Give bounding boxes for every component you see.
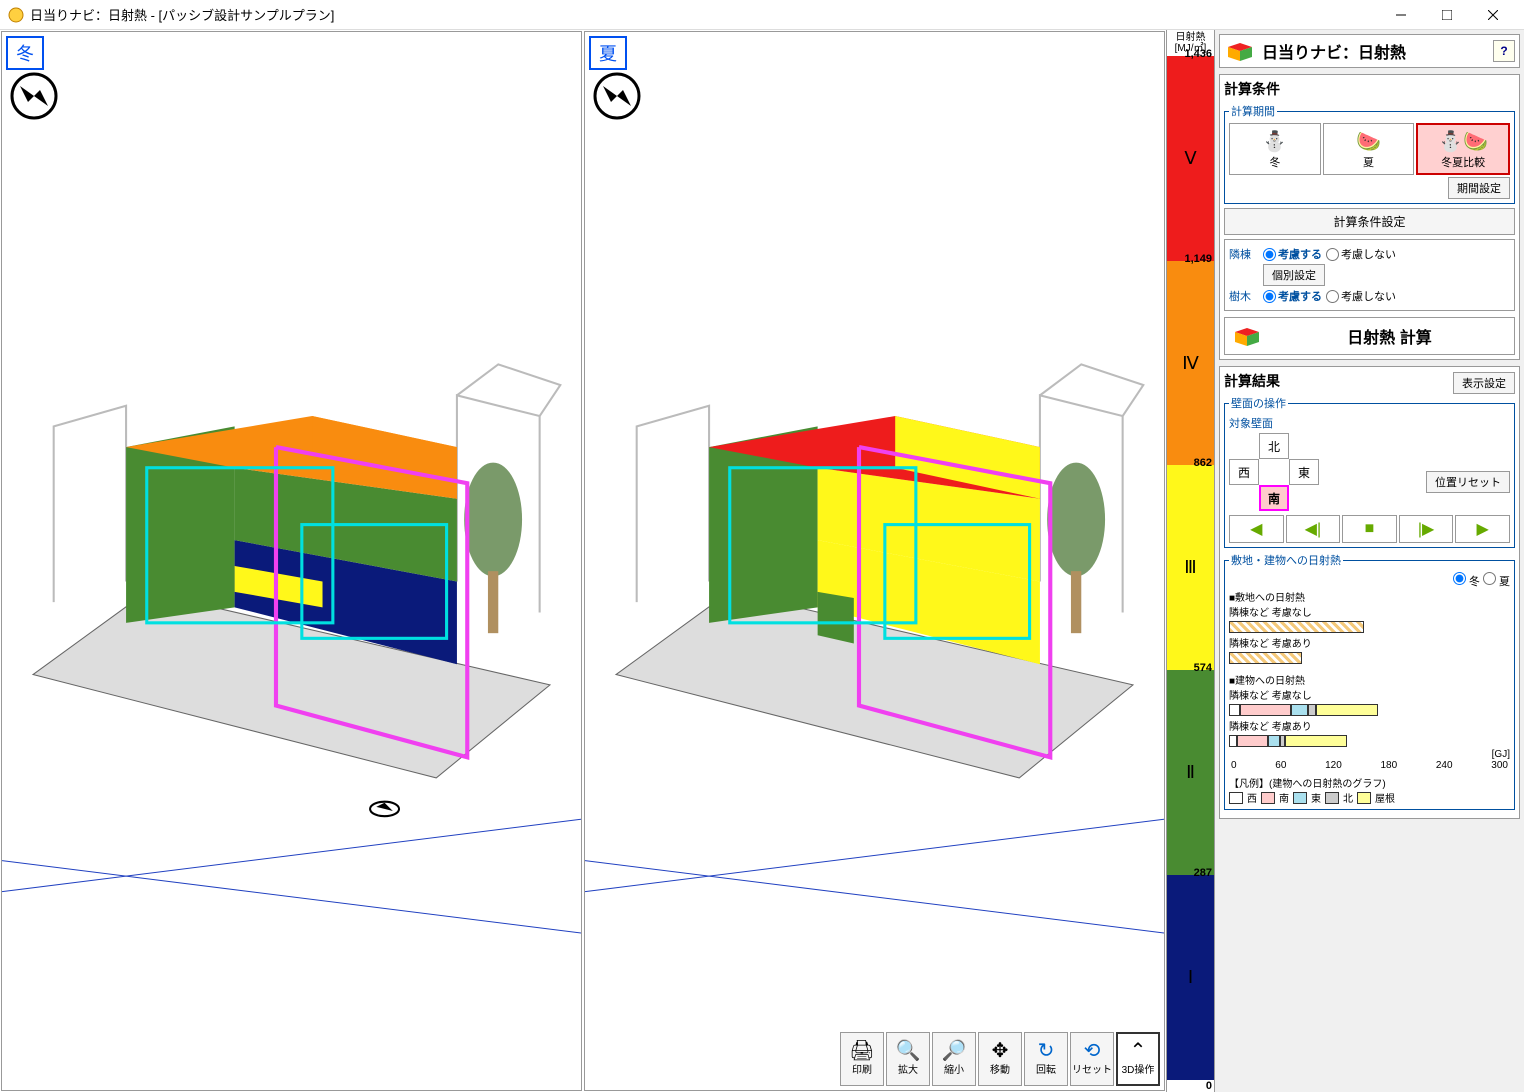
dir-east-button[interactable]: 東 [1289,459,1319,485]
viewport-summer-label: 夏 [589,36,627,70]
neighbor-row: 隣棟 考慮する 考慮しない [1229,246,1510,262]
viewport-winter[interactable]: 冬 [1,31,582,1091]
chart-axis: 060120180240300 [1229,760,1510,771]
period-summer-button[interactable]: 🍉夏 [1323,123,1415,175]
calc-conditions-section: 計算条件 計算期間 ⛄冬 🍉夏 ⛄🍉冬夏比較 期間設定 計算条件設定 隣棟 考慮… [1219,74,1520,360]
pos-reset-button[interactable]: 位置リセット [1426,471,1510,493]
indiv-settings-button[interactable]: 個別設定 [1263,264,1325,286]
watermelon-icon: 🍉 [1356,129,1381,154]
pan-icon: ✥ [992,1041,1009,1061]
period-compare-button[interactable]: ⛄🍉冬夏比較 [1416,123,1510,175]
results-section: 計算結果 表示設定 壁面の操作 対象壁面 北 西東 南 [1219,366,1520,819]
nav-next-button[interactable]: |▶ [1399,515,1454,543]
panel-title: 日当りナビ：日射熱 [1262,39,1487,63]
side-panel: 日当りナビ：日射熱 ? 計算条件 計算期間 ⛄冬 🍉夏 ⛄🍉冬夏比較 期間設定 … [1214,30,1524,1092]
nav-prev-button[interactable]: ◀| [1286,515,1341,543]
zoom-in-icon: 🔍 [896,1041,921,1061]
pan-button[interactable]: ✥移動 [978,1032,1022,1086]
cube-icon [1231,324,1263,348]
viewport-summer[interactable]: 夏 [584,31,1165,1091]
nav-last-button[interactable]: ▶ [1455,515,1510,543]
calc-cond-settings-button[interactable]: 計算条件設定 [1224,208,1515,235]
close-button[interactable] [1470,0,1516,30]
period-settings-button[interactable]: 期間設定 [1448,177,1510,199]
print-icon: 🖨 [849,1041,874,1061]
print-button[interactable]: 🖨印刷 [840,1032,884,1086]
building-winter [2,32,581,1090]
heat-chart-fieldset: 敷地・建物への日射熱 冬 夏 ■敷地への日射熱 隣棟など 考慮なし 隣棟など 考… [1224,552,1515,810]
period-fieldset: 計算期間 ⛄冬 🍉夏 ⛄🍉冬夏比較 期間設定 [1224,103,1515,204]
chart-summer-radio[interactable]: 夏 [1483,576,1510,588]
nav-stop-button[interactable]: ■ [1342,515,1397,543]
scale-segment: 287Ⅰ [1167,875,1214,1080]
chart-winter-radio[interactable]: 冬 [1453,576,1480,588]
result-title: 計算結果 [1224,371,1453,391]
nav-first-button[interactable]: ◀ [1229,515,1284,543]
tree-notconsider-radio[interactable]: 考慮しない [1326,288,1396,304]
tree-row: 樹木 考慮する 考慮しない [1229,288,1510,304]
period-winter-button[interactable]: ⛄冬 [1229,123,1321,175]
tree-consider-radio[interactable]: 考慮する [1263,288,1322,304]
zoom-out-button[interactable]: 🔎縮小 [932,1032,976,1086]
rotate-button[interactable]: ↻回転 [1024,1032,1068,1086]
calc-cond-title: 計算条件 [1224,79,1515,99]
nav-buttons: ◀ ◀| ■ |▶ ▶ [1229,515,1510,543]
op3d-icon: ⌃ [1130,1041,1147,1061]
direction-cross: 北 西 東 南 [1229,433,1319,511]
building-summer [585,32,1164,1090]
titlebar: 日当りナビ：日射熱 - [パッシブ設計サンプルプラン] [0,0,1524,30]
chart-legend: 西南東北屋根 [1229,790,1510,805]
bldg-heat-chart: ■建物への日射熱 隣棟など 考慮なし 隣棟など 考慮あり [1229,672,1510,749]
wall-fieldset: 壁面の操作 対象壁面 北 西東 南 位置リセット [1224,395,1515,548]
zoom-out-icon: 🔎 [942,1041,967,1061]
app-icon [8,7,24,23]
scale-segment: 574Ⅱ [1167,670,1214,875]
scale-segment: 862Ⅲ [1167,465,1214,670]
neighbor-notconsider-radio[interactable]: 考慮しない [1326,246,1396,262]
compass-icon [10,72,58,120]
minimize-button[interactable] [1378,0,1424,30]
op3d-button[interactable]: ⌃3D操作 [1116,1032,1160,1086]
scale-segment: 1,436Ⅴ [1167,56,1214,261]
reset-button[interactable]: ⟲リセット [1070,1032,1114,1086]
viewport-winter-label: 冬 [6,36,44,70]
maximize-button[interactable] [1424,0,1470,30]
panel-header: 日当りナビ：日射熱 ? [1219,34,1520,68]
scale-segment: 1,149Ⅳ [1167,261,1214,466]
snowman-icon: ⛄ [1262,129,1287,154]
dir-west-button[interactable]: 西 [1229,459,1259,485]
dir-south-button[interactable]: 南 [1259,485,1289,511]
window-title: 日当りナビ：日射熱 - [パッシブ設計サンプルプラン] [30,5,1378,24]
dir-north-button[interactable]: 北 [1259,433,1289,459]
site-heat-chart: ■敷地への日射熱 隣棟など 考慮なし 隣棟など 考慮あり [1229,589,1510,666]
reset-icon: ⟲ [1084,1041,1101,1061]
calculate-button[interactable]: 日射熱 計算 [1224,317,1515,355]
viewport-area: 冬 [0,30,1214,1092]
cube-icon [1224,39,1256,63]
toolbar-3d: 🖨印刷 🔍拡大 🔎縮小 ✥移動 ↻回転 ⟲リセット ⌃3D操作 [840,1032,1160,1086]
color-scale: 日射熱 [MJ/㎡] 1,436Ⅴ1,149Ⅳ862Ⅲ574Ⅱ287Ⅰ 0 [1166,30,1214,1092]
help-button[interactable]: ? [1493,40,1515,62]
compass-icon [593,72,641,120]
neighbor-consider-radio[interactable]: 考慮する [1263,246,1322,262]
rotate-icon: ↻ [1038,1041,1055,1061]
display-settings-button[interactable]: 表示設定 [1453,372,1515,394]
compare-icon: ⛄🍉 [1438,129,1488,154]
zoom-in-button[interactable]: 🔍拡大 [886,1032,930,1086]
